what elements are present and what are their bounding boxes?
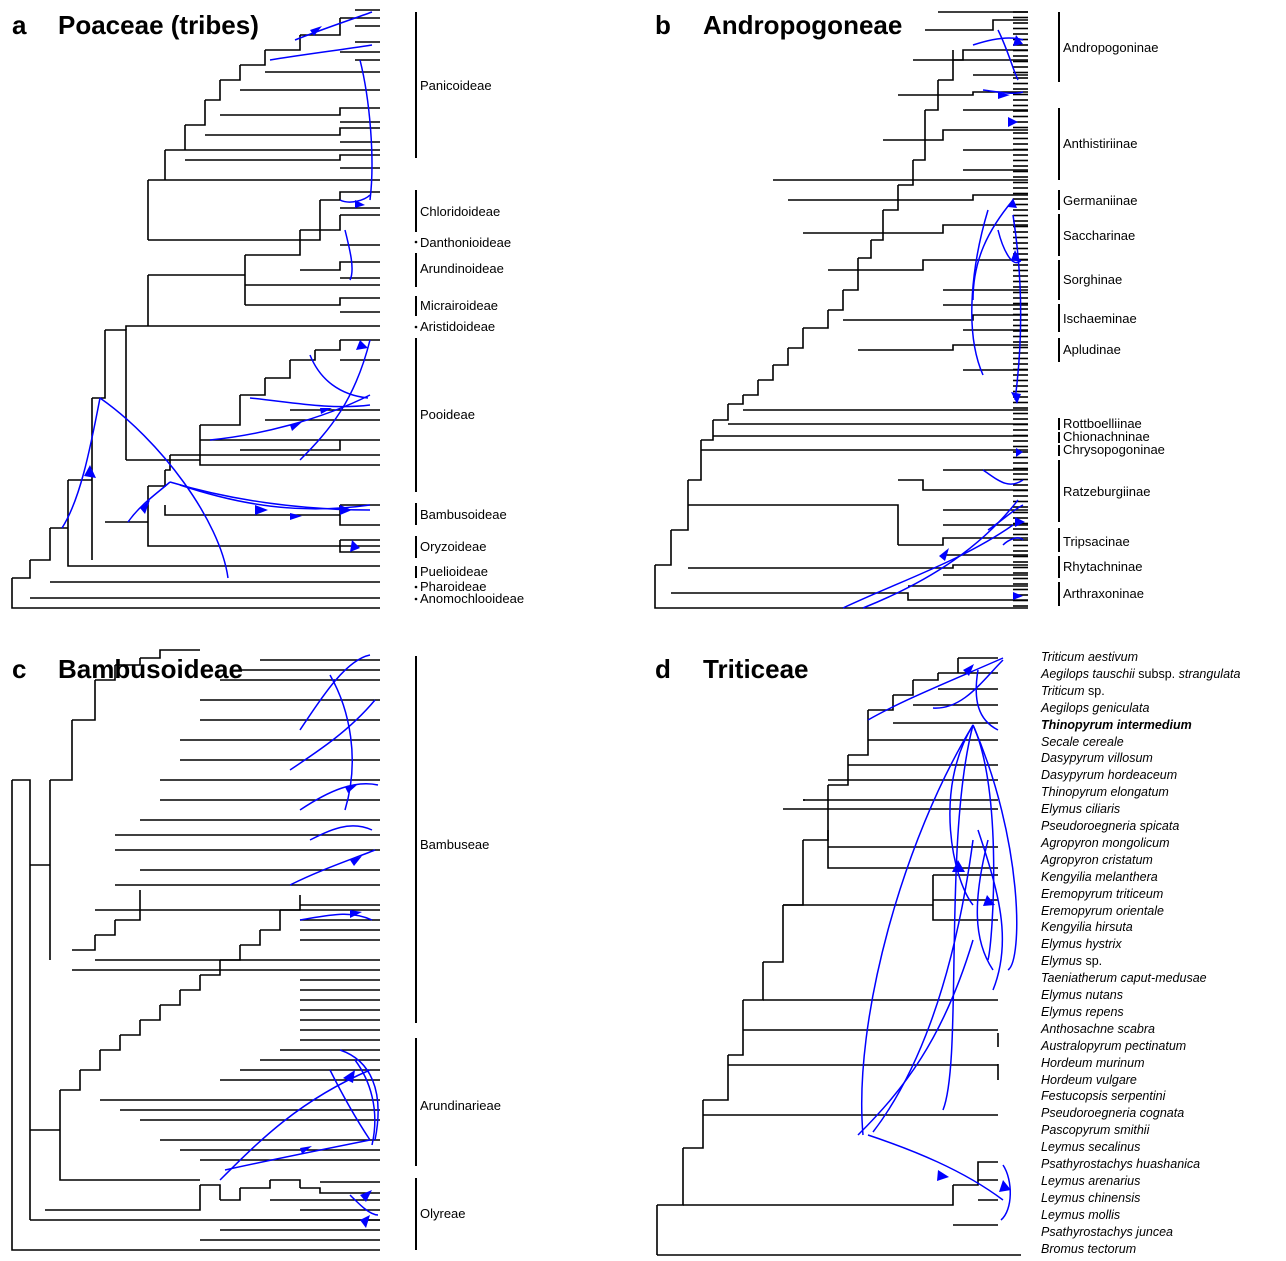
- taxon-label: Agropyron cristatum: [1041, 852, 1153, 867]
- clade-label: Oryzoideae: [420, 539, 487, 554]
- clade-label: Pharoideae: [420, 579, 487, 594]
- panel-title-b: Andropogoneae: [703, 10, 903, 40]
- taxon-label: Leymus arenarius: [1041, 1173, 1141, 1188]
- clade-label: Olyreae: [420, 1206, 466, 1221]
- tree-d-branches: [656, 657, 1021, 1256]
- taxon-label: Elymus nutans: [1041, 988, 1123, 1002]
- clade-label: Andropogoninae: [1063, 40, 1159, 55]
- taxon-label: Triticum sp.: [1041, 683, 1105, 698]
- clade-label: Puelioideae: [420, 564, 488, 579]
- clade-label: Germaniinae: [1063, 193, 1138, 208]
- clade-label: Arundinarieae: [420, 1098, 501, 1113]
- taxon-label: Dasypyrum hordeaceum: [1041, 768, 1178, 783]
- clade-label: Chrysopogoninae: [1063, 442, 1165, 457]
- panel-label-a: a: [12, 10, 27, 40]
- hybrid-arrows-a: [61, 11, 373, 579]
- panel-label-d: d: [655, 654, 671, 684]
- taxon-label: Bromus tectorum: [1041, 1241, 1137, 1256]
- taxon-label: Pseudoroegneria spicata: [1041, 819, 1180, 833]
- clade-label: Saccharinae: [1063, 228, 1136, 243]
- hybrid-arrows-c: [219, 654, 379, 1228]
- taxon-label: Agropyron mongolicum: [1041, 835, 1170, 850]
- taxon-label: Secale cereale: [1041, 734, 1124, 749]
- panel-b: b Andropogoneae: [643, 0, 1286, 630]
- clade-label: Pooideae: [420, 407, 475, 422]
- taxon-label: Pascopyrum smithii: [1041, 1123, 1150, 1138]
- panel-c: c Bambusoideae: [0, 640, 643, 1261]
- taxon-label: Dasypyrum villosum: [1041, 751, 1153, 766]
- clade-label: Arundinoideae: [420, 261, 504, 276]
- panel-a: a Poaceae (tribes): [0, 0, 643, 630]
- clade-bars-a: [414, 12, 418, 601]
- panel-label-b: b: [655, 10, 671, 40]
- clade-label: Rhytachninae: [1063, 559, 1143, 574]
- panel-title-c: Bambusoideae: [58, 654, 243, 684]
- panel-label-c: c: [12, 654, 27, 684]
- hybrid-arrows-b: [842, 29, 1025, 609]
- taxon-label: Psathyrostachys huashanica: [1041, 1157, 1201, 1171]
- taxon-label: Aegilops geniculata: [1041, 700, 1150, 715]
- taxon-label: Psathyrostachys juncea: [1041, 1224, 1174, 1239]
- taxon-label: Hordeum murinum: [1041, 1055, 1145, 1070]
- taxon-label: Elymus sp.: [1041, 954, 1103, 969]
- taxon-label: Leymus secalinus: [1041, 1140, 1141, 1155]
- tree-d: [656, 657, 1021, 1256]
- taxon-label: Leymus mollis: [1041, 1207, 1121, 1222]
- tree-a-branches: [11, 9, 380, 609]
- taxon-label: Elymus repens: [1041, 1004, 1124, 1019]
- clade-label: Danthonioideae: [420, 235, 512, 250]
- tree-b: [654, 11, 1060, 609]
- taxon-label: Kengyilia melanthera: [1041, 869, 1158, 884]
- hybrid-arrows-d: [857, 657, 1018, 1221]
- clade-label: Tripsacinae: [1063, 534, 1130, 549]
- taxon-label: Pseudoroegneria cognata: [1041, 1106, 1185, 1121]
- clade-label: Ratzeburgiinae: [1063, 484, 1151, 499]
- clade-label: Rottboelliinae: [1063, 416, 1142, 431]
- taxon-label: Aegilops tauschii subsp. strangulata: [1041, 666, 1241, 681]
- clade-label: Panicoideae: [420, 78, 492, 93]
- tree-a: [11, 9, 418, 609]
- taxon-label: Elymus hystrix: [1041, 937, 1122, 952]
- clade-label: Sorghinae: [1063, 272, 1123, 287]
- tree-c: [11, 649, 417, 1251]
- taxon-label: Eremopyrum orientale: [1041, 903, 1164, 918]
- taxon-label: Eremopyrum triticeum: [1041, 886, 1164, 901]
- clade-label: Bambuseae: [420, 837, 490, 852]
- clade-label: Micrairoideae: [420, 298, 499, 313]
- clade-label: Ischaeminae: [1063, 311, 1137, 326]
- tree-c-branches: [11, 649, 380, 1251]
- tree-b-tips: [1013, 11, 1028, 607]
- taxon-label: Australopyrum pectinatum: [1041, 1038, 1187, 1053]
- taxon-label: Taeniatherum caput-medusae: [1041, 971, 1207, 986]
- tree-b-branches: [654, 11, 1028, 609]
- clade-label: Arthraxoninae: [1063, 586, 1144, 601]
- clade-label: Aristidoideae: [420, 319, 496, 334]
- taxon-label: Leymus chinensis: [1041, 1190, 1141, 1205]
- panel-d: d Triticeae: [643, 640, 1286, 1261]
- taxon-label: Thinopyrum intermedium: [1041, 717, 1192, 732]
- clade-label: Chionachninae: [1063, 429, 1150, 444]
- panel-title-a: Poaceae (tribes): [58, 10, 259, 40]
- clade-label: Chloridoideae: [420, 204, 501, 219]
- taxon-label: Kengyilia hirsuta: [1041, 920, 1133, 935]
- clade-label: Anthistiriinae: [1063, 136, 1138, 151]
- taxon-label: Triticum aestivum: [1041, 650, 1139, 664]
- taxon-label: Elymus ciliaris: [1041, 802, 1121, 817]
- panel-title-d: Triticeae: [703, 654, 809, 684]
- clade-label: Bambusoideae: [420, 507, 507, 522]
- taxon-label: Hordeum vulgare: [1041, 1072, 1137, 1087]
- clade-label: Apludinae: [1063, 342, 1121, 357]
- taxon-label: Anthosachne scabra: [1041, 1021, 1155, 1036]
- taxon-label: Thinopyrum elongatum: [1041, 785, 1169, 800]
- clade-label: Anomochlooideae: [420, 591, 525, 606]
- taxon-label: Festucopsis serpentini: [1041, 1089, 1166, 1104]
